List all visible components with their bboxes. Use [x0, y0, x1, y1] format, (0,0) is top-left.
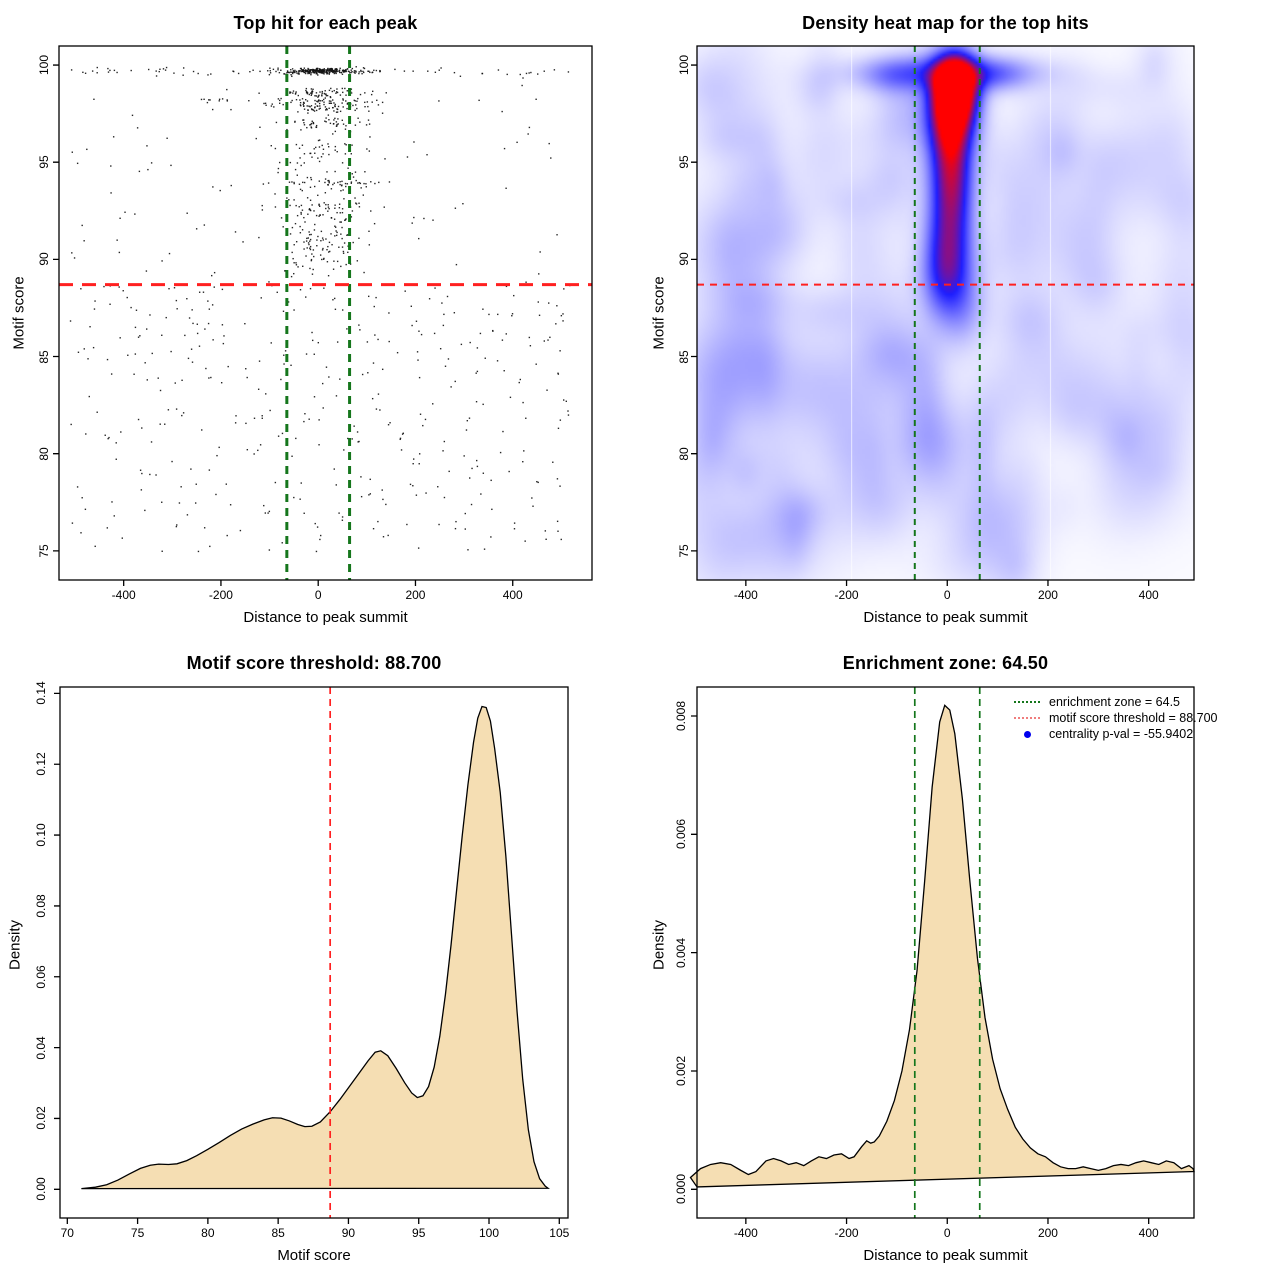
x-tick-label: -400 [733, 1226, 758, 1240]
legend-item-enrichment-zone: enrichment zone = 64.5 [1014, 694, 1218, 710]
x-tick-label: 0 [943, 1226, 951, 1240]
y-tick-label: 80 [677, 447, 691, 461]
y-tick-label: 75 [677, 544, 691, 558]
y-tick-label: 0.06 [34, 965, 48, 989]
y-tick-label: 0.14 [34, 681, 48, 706]
x-tick-label: -200 [834, 1226, 859, 1240]
y-tick-label: 80 [37, 447, 51, 461]
y-tick-label: 0.000 [674, 1174, 688, 1205]
y-tick-label: 0.00 [34, 1177, 48, 1201]
x-tick-label: 200 [405, 588, 426, 602]
y-tick-label: 0.02 [34, 1106, 48, 1131]
y-tick-label: 75 [37, 544, 51, 558]
x-tick-label: 90 [341, 1226, 356, 1240]
scatter-ylabel: Motif score [10, 276, 28, 350]
y-tick-label: 95 [37, 155, 51, 169]
y-tick-label: 0.04 [34, 1035, 48, 1060]
x-tick-label: 100 [478, 1226, 500, 1240]
point-marker-icon [1014, 730, 1040, 738]
x-tick-label: 400 [1138, 1226, 1159, 1240]
x-tick-label: 400 [502, 588, 523, 602]
y-tick-label: 0.12 [34, 752, 48, 776]
legend-item-label: enrichment zone = 64.5 [1049, 695, 1180, 709]
x-tick-label: 80 [201, 1226, 215, 1240]
y-tick-label: 100 [677, 55, 691, 76]
x-tick-label: 95 [412, 1226, 426, 1240]
dotted-line-icon [1014, 701, 1040, 703]
legend-item-label: motif score threshold = 88.700 [1049, 711, 1218, 725]
y-tick-label: 85 [677, 349, 691, 364]
x-tick-label: 70 [60, 1226, 74, 1240]
legend-item-label: centrality p-val = -55.9402 [1049, 727, 1194, 741]
scatter-xlabel: Distance to peak summit [243, 609, 408, 626]
x-tick-label: 200 [1037, 1226, 1058, 1240]
score-density-xlabel: Motif score [277, 1247, 351, 1264]
x-tick-label: 105 [549, 1226, 570, 1240]
x-tick-label: 400 [1138, 588, 1159, 602]
x-tick-label: 200 [1037, 588, 1058, 602]
y-tick-label: 0.08 [34, 894, 48, 918]
y-tick-label: 0.006 [674, 819, 688, 850]
x-tick-label: -400 [111, 588, 136, 602]
score-density-title: Motif score threshold: 88.700 [186, 653, 442, 673]
y-tick-label: 100 [37, 55, 51, 76]
y-tick-label: 0.10 [34, 823, 48, 847]
y-tick-label: 0.002 [674, 1055, 688, 1086]
x-tick-label: -200 [208, 588, 233, 602]
x-tick-label: 85 [271, 1226, 285, 1240]
y-tick-label: 85 [37, 349, 51, 364]
heatmap-ylabel: Motif score [650, 276, 668, 350]
dotted-line-icon [1014, 717, 1040, 719]
x-tick-label: -400 [733, 588, 758, 602]
x-tick-label: -200 [834, 588, 859, 602]
heatmap-xlabel: Distance to peak summit [863, 609, 1028, 626]
y-tick-label: 0.008 [674, 700, 688, 731]
score-density-ylabel: Density [6, 919, 24, 971]
legend-item-centrality-pval: centrality p-val = -55.9402 [1014, 726, 1218, 742]
y-tick-label: 95 [677, 155, 691, 169]
y-tick-label: 90 [677, 252, 691, 267]
legend: enrichment zone = 64.5 motif score thres… [1014, 694, 1218, 742]
position-density-xlabel: Distance to peak summit [863, 1247, 1028, 1264]
x-tick-label: 75 [130, 1226, 145, 1240]
x-tick-label: 0 [943, 588, 951, 602]
heatmap-title: Density heat map for the top hits [802, 13, 1089, 33]
legend-item-motif-threshold: motif score threshold = 88.700 [1014, 710, 1218, 726]
position-density-title: Enrichment zone: 64.50 [842, 653, 1049, 673]
scatter-title: Top hit for each peak [233, 13, 418, 33]
position-density-ylabel: Density [650, 919, 668, 971]
y-tick-label: 90 [37, 252, 51, 267]
x-tick-label: 0 [314, 588, 322, 602]
y-tick-label: 0.004 [674, 937, 688, 968]
